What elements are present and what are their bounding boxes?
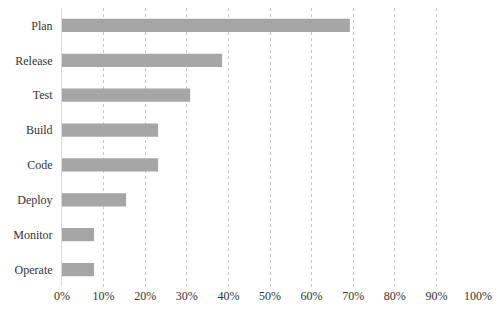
- svg-text:Build: Build: [26, 123, 53, 137]
- svg-text:40%: 40%: [217, 289, 239, 303]
- svg-text:Monitor: Monitor: [13, 228, 52, 242]
- svg-text:10%: 10%: [93, 289, 115, 303]
- svg-text:70%: 70%: [342, 289, 364, 303]
- svg-text:60%: 60%: [301, 289, 323, 303]
- svg-text:0%: 0%: [54, 289, 70, 303]
- svg-text:Plan: Plan: [31, 19, 52, 33]
- svg-text:90%: 90%: [425, 289, 447, 303]
- svg-text:Test: Test: [33, 88, 53, 102]
- svg-text:Deploy: Deploy: [17, 193, 52, 207]
- svg-text:30%: 30%: [176, 289, 198, 303]
- svg-text:Release: Release: [15, 54, 52, 68]
- svg-text:Operate: Operate: [15, 263, 53, 277]
- svg-text:20%: 20%: [134, 289, 156, 303]
- svg-text:80%: 80%: [384, 289, 406, 303]
- svg-text:50%: 50%: [259, 289, 281, 303]
- svg-text:Code: Code: [27, 158, 52, 172]
- svg-text:100%: 100%: [464, 289, 492, 303]
